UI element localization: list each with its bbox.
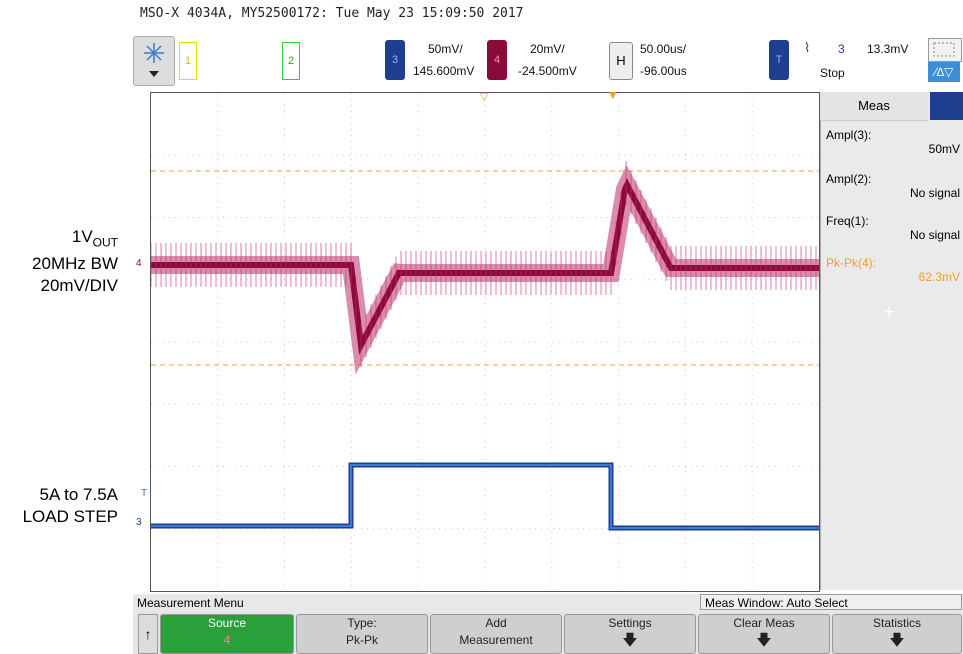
softkey-label: Add [485,616,507,630]
ch3-offset: 145.600mV [413,64,475,78]
ch4-ground-marker: 4 [136,258,142,269]
type-softkey[interactable]: Type: Pk-Pk [296,614,428,654]
zoom-select-button[interactable] [928,38,962,62]
meas-panel-tab[interactable]: Meas [820,92,928,121]
instrument-title: MSO-X 4034A, MY52500172: Tue May 23 15:0… [140,6,524,21]
add-meas-icon[interactable]: + [884,302,895,322]
vout-label-main: 1V [71,227,93,246]
trigger-edge-icon: ⌇ [804,40,811,55]
vout-bw-label: 20MHz BW [32,254,118,274]
channel-3-waveform [151,462,819,531]
delta-icon: ⁄∆▽ [934,65,954,79]
meas-value: No signal [909,186,960,200]
back-button[interactable]: ↑ [138,614,158,654]
waveform-display[interactable] [150,92,820,592]
softkey-label: Settings [608,616,652,630]
trigger-level: 13.3mV [867,42,909,56]
meas-item-ampl2: Ampl(2): No signal [826,172,960,200]
softkey-value: Measurement [459,633,533,647]
trigger-button[interactable]: T [769,40,789,80]
vout-label-sub: OUT [92,235,118,250]
load-step-label: 5A to 7.5A LOAD STEP [0,484,118,528]
run-status: Stop [820,66,845,80]
softkey-label: Type: [347,616,377,630]
meas-item-ampl3: Ampl(3): 50mV [826,128,960,156]
ch3-scale: 50mV/ [428,42,463,56]
dotted-box-icon [933,42,955,57]
channel-2-button[interactable]: 2 [282,42,300,80]
meas-item-pkpk4: Pk-Pk(4): 62.3mV [826,256,960,284]
submenu-arrow-icon: 🡇 [622,632,638,649]
ch4-offset: -24.500mV [518,64,577,78]
timebase-offset: -96.00us [640,64,687,78]
meas-name: Ampl(3): [826,128,872,142]
snowflake-icon [144,43,164,77]
chevron-down-icon [149,71,159,77]
settings-softkey[interactable]: Settings 🡇 [564,614,696,654]
meas-value: 62.3mV [918,270,960,284]
timebase-scale: 50.00us/ [640,42,687,56]
cursor-mode-button[interactable]: ⁄∆▽ [928,62,960,82]
softkey-label: Clear Meas [733,616,795,630]
meas-name: Pk-Pk(4): [826,256,877,270]
measurement-panel [820,92,963,590]
source-softkey[interactable]: Source 4 [160,614,294,654]
time-reference-marker: ▼ [607,88,619,102]
meas-value: 50mV [928,142,960,156]
horizontal-button[interactable]: H [609,42,633,80]
clear-meas-softkey[interactable]: Clear Meas 🡇 [698,614,830,654]
menu-title: Measurement Menu [137,596,244,610]
channel-1-button[interactable]: 1 [179,42,197,80]
submenu-arrow-icon: 🡇 [756,632,772,649]
trigger-source: 3 [838,42,845,56]
statistics-softkey[interactable]: Statistics 🡇 [832,614,962,654]
trigger-position-marker: ▽ [480,91,489,103]
trigger-level-marker: T [141,488,148,499]
softkey-label: Statistics [872,616,921,630]
softkey-value: 4 [223,633,231,647]
vout-scale-label: 20mV/DIV [40,276,118,296]
meas-name: Ampl(2): [826,172,872,186]
channel-4-button[interactable]: 4 [487,40,507,80]
channel-4-waveform [150,161,819,375]
softkey-value: Pk-Pk [345,633,378,647]
ch3-ground-marker: 3 [136,517,142,528]
ch4-scale: 20mV/ [530,42,565,56]
submenu-arrow-icon: 🡇 [889,632,905,649]
acquire-menu-button[interactable] [133,36,175,86]
meas-item-freq1: Freq(1): No signal [826,214,960,242]
meas-window-status: Meas Window: Auto Select [700,594,962,610]
meas-name: Freq(1): [826,214,869,228]
load-step-title: LOAD STEP [22,507,118,526]
softkey-label: Source [207,616,247,630]
meas-panel-alt-tab[interactable] [930,92,963,120]
load-step-range: 5A to 7.5A [39,485,118,504]
meas-value: No signal [909,228,960,242]
add-measurement-softkey[interactable]: Add Measurement [430,614,562,654]
vout-label: 1VOUT 20MHz BW 20mV/DIV [0,226,118,297]
channel-3-button[interactable]: 3 [385,40,405,80]
